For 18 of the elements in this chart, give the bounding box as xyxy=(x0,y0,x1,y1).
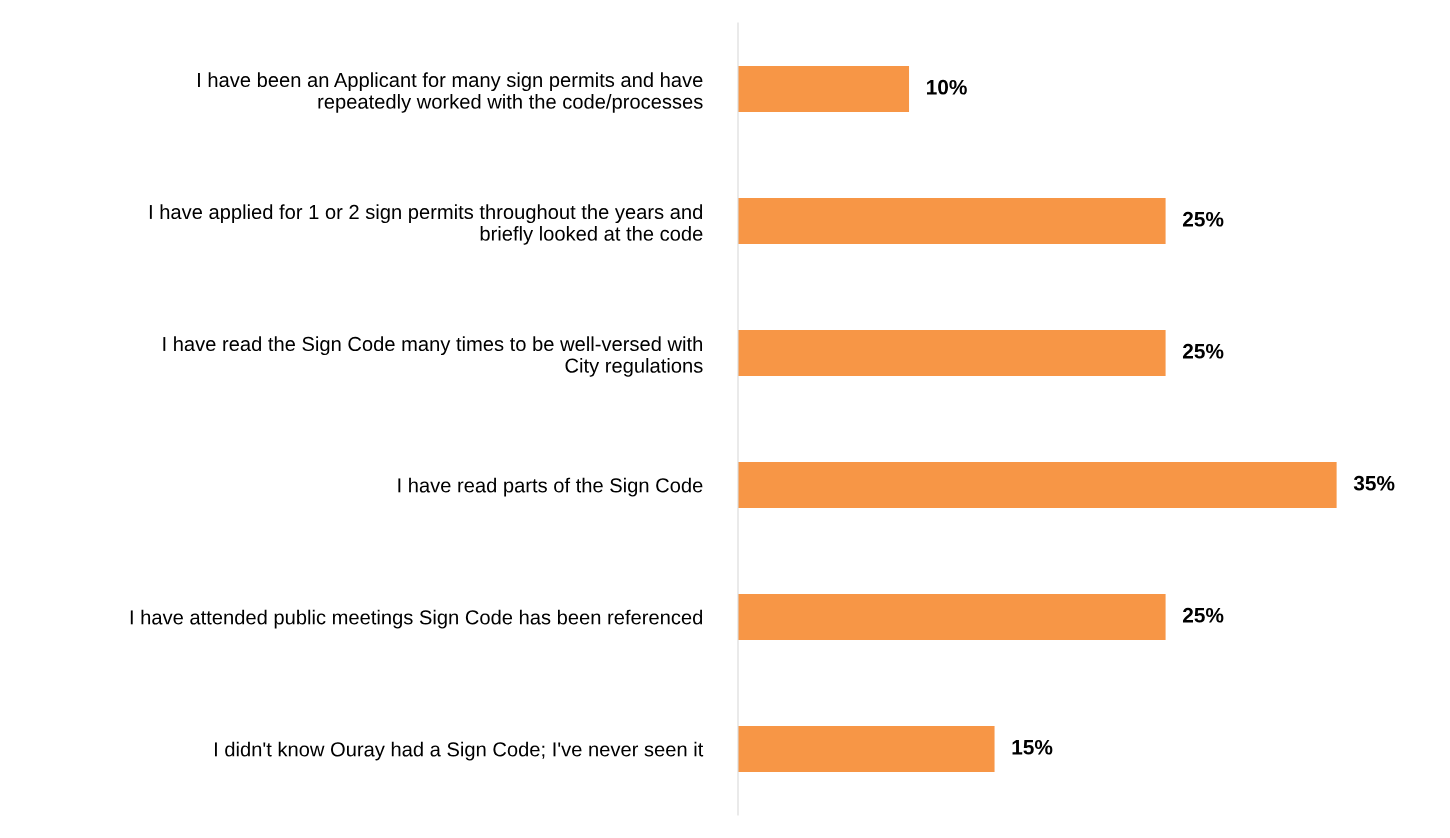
bar xyxy=(738,461,1337,509)
y-tick-label: I didn't know Ouray had a Sign Code; I've never seen it xyxy=(214,741,704,761)
bar xyxy=(738,725,995,773)
bar xyxy=(738,197,1166,245)
y-tick-label: I have applied for 1 or 2 sign permits throughout the years and briefly looked at the code xyxy=(149,204,703,245)
data-label: 25% xyxy=(1182,343,1224,359)
data-label: 25% xyxy=(1182,607,1224,623)
bar xyxy=(738,329,1166,377)
data-label: 25% xyxy=(1182,211,1224,227)
y-tick-label: I have read the Sign Code many times to be well-versed with City regulations xyxy=(163,336,703,377)
bar xyxy=(738,65,910,113)
data-label: 15% xyxy=(1012,739,1053,755)
data-label: 10% xyxy=(927,79,967,95)
y-tick-label: I have attended public meetings Sign Code has been referenced xyxy=(130,609,703,629)
y-tick-label: I have read parts of the Sign Code xyxy=(398,477,703,497)
y-tick-label: I have been an Applicant for many sign permits and have repeatedly worked with the code/processes xyxy=(198,72,703,113)
bar xyxy=(738,593,1166,641)
data-label: 35% xyxy=(1353,475,1395,491)
